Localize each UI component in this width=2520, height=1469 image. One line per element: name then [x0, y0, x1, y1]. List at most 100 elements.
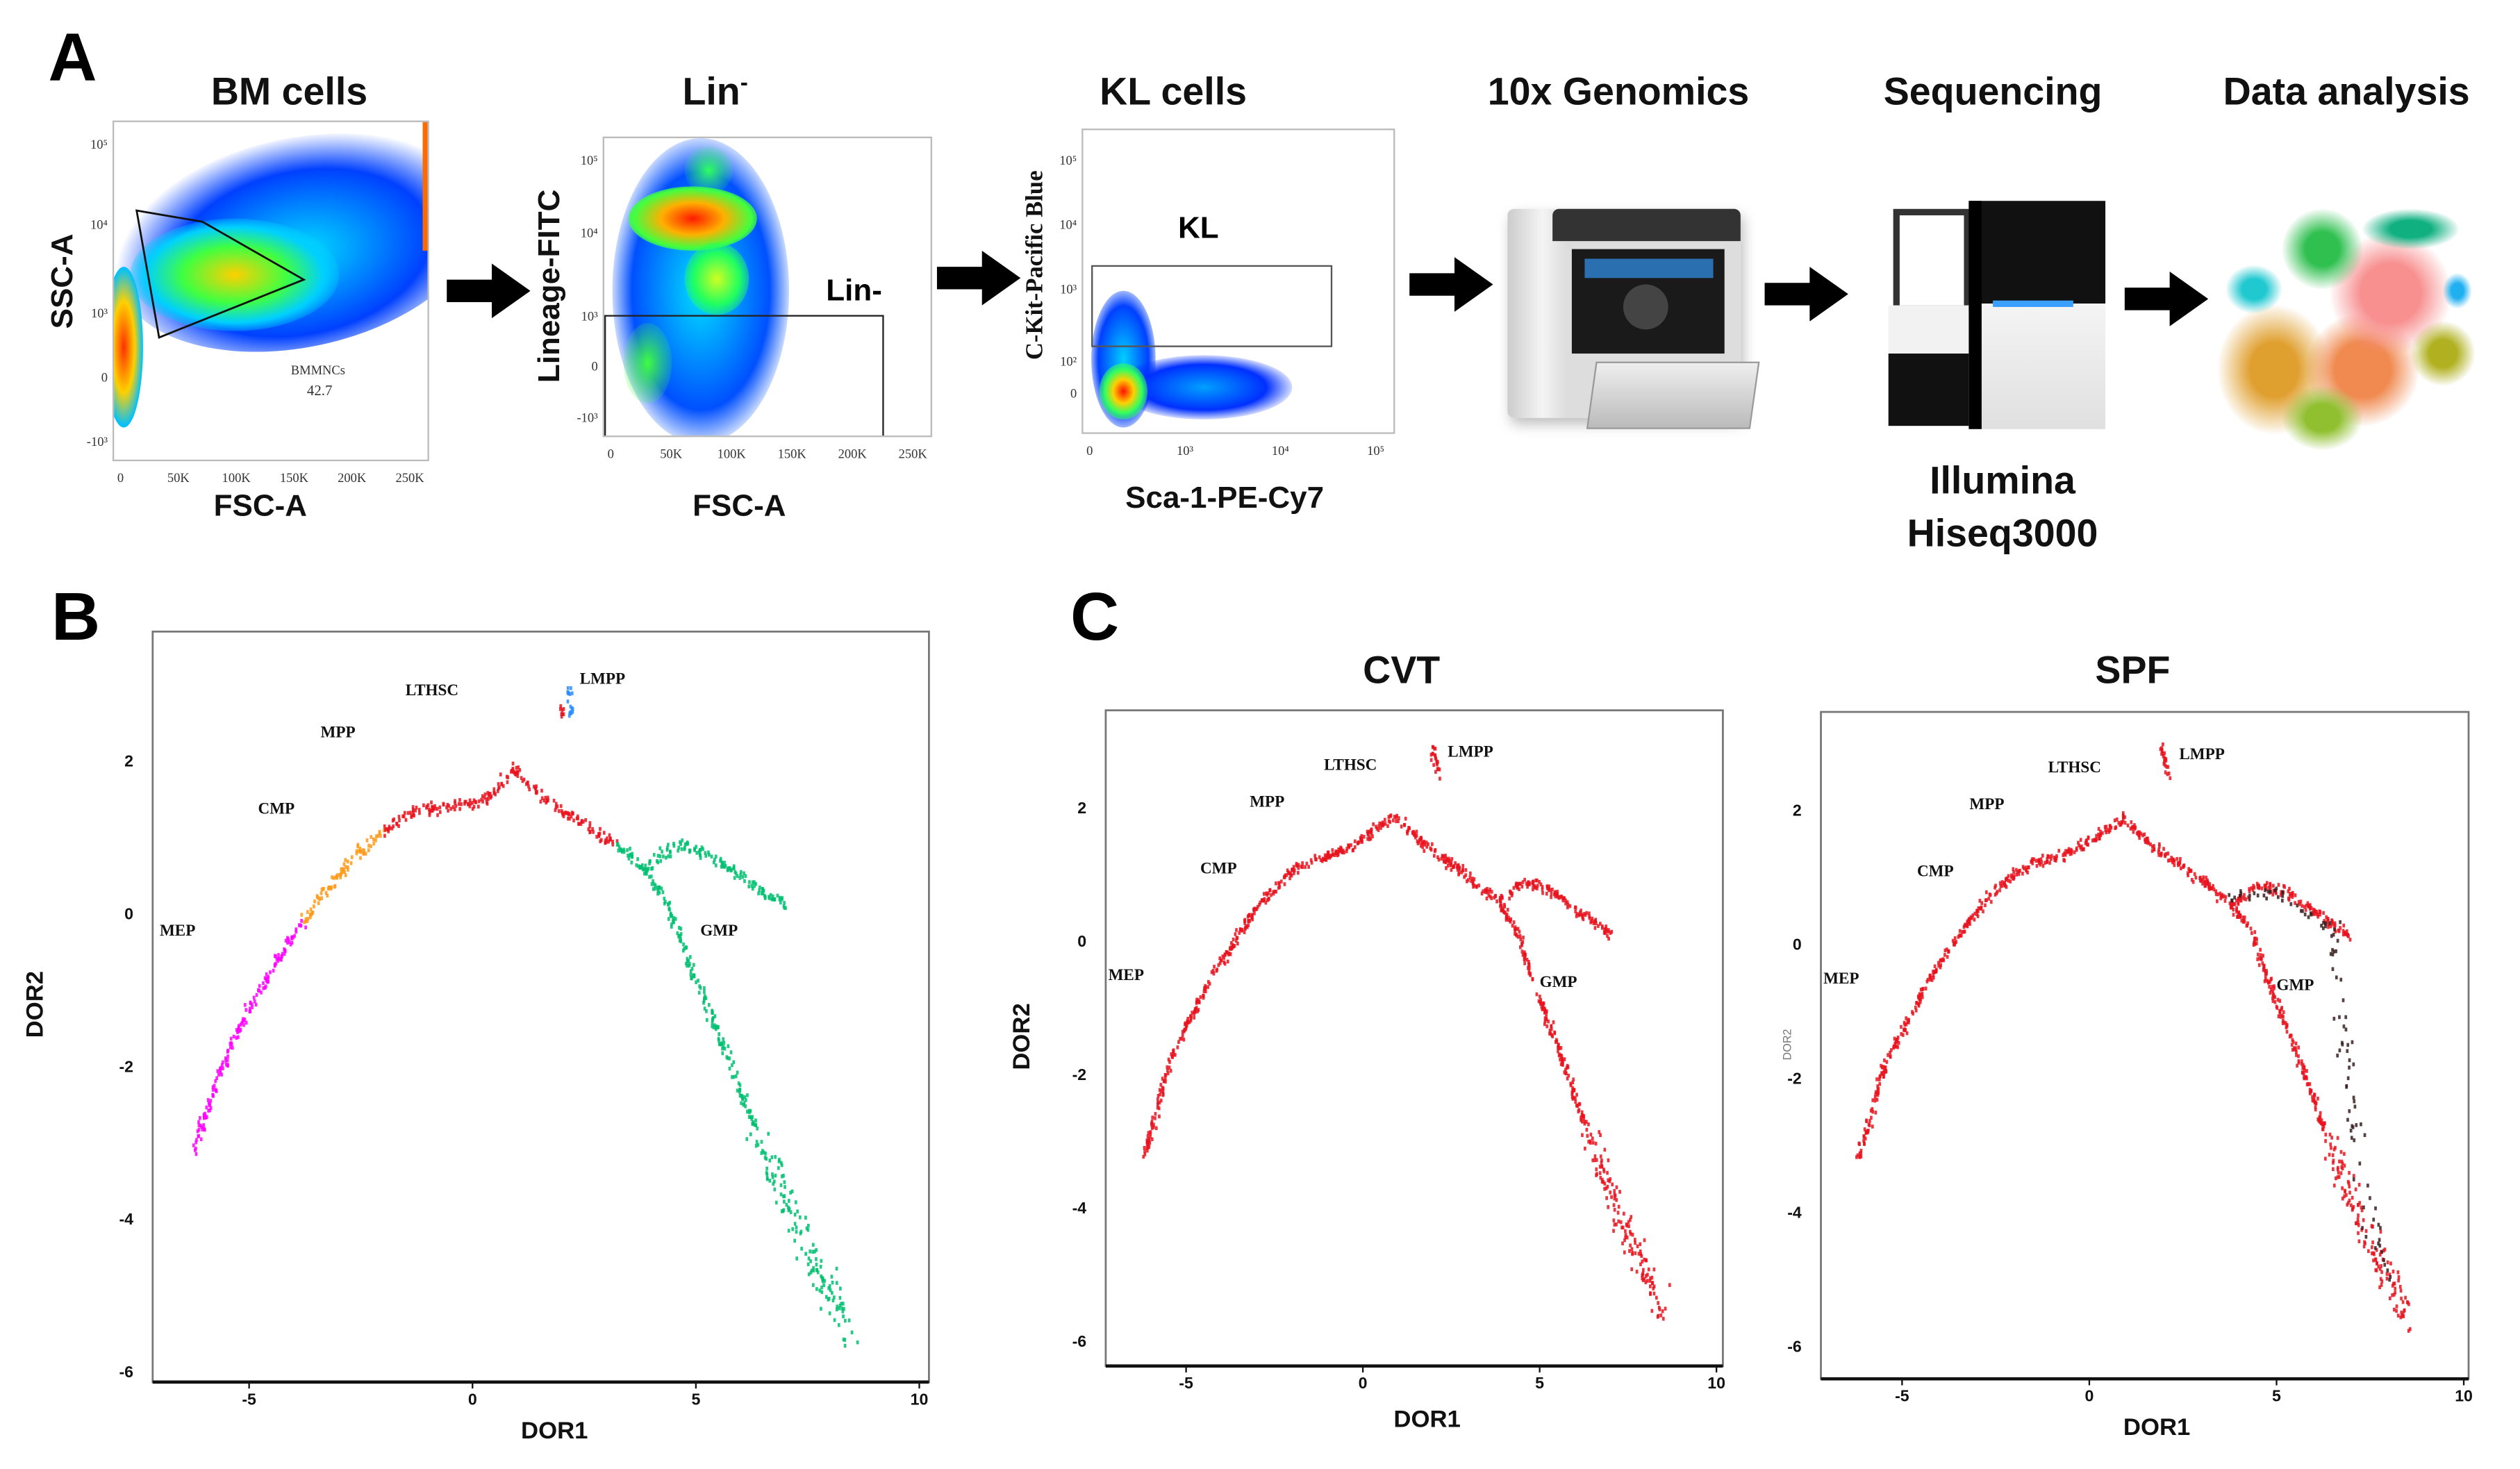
data-point: [1383, 818, 1386, 822]
data-point: [388, 824, 391, 829]
data-point: [2321, 926, 2325, 931]
data-point: [2031, 861, 2034, 865]
data-point: [1332, 852, 1334, 857]
data-point: [2375, 1247, 2378, 1252]
data-point: [344, 873, 347, 877]
data-point: [1889, 1054, 1892, 1059]
data-point: [771, 894, 774, 899]
data-point: [1152, 1125, 1155, 1129]
data-point: [511, 766, 515, 771]
gate-label-kl: KL: [1178, 212, 1219, 247]
data-point: [2378, 1243, 2382, 1248]
data-point: [2382, 1248, 2385, 1253]
data-point: [2201, 877, 2205, 882]
data-point: [1580, 1110, 1584, 1115]
data-point: [208, 1108, 212, 1113]
data-point: [2107, 830, 2111, 834]
data-point: [192, 1143, 195, 1147]
data-point: [1292, 871, 1295, 876]
data-point: [1543, 1019, 1547, 1024]
data-point: [2331, 967, 2335, 971]
data-point: [1876, 1084, 1880, 1088]
data-point: [2314, 1107, 2317, 1112]
data-point: [1217, 963, 1220, 968]
data-point: [2205, 875, 2208, 880]
data-point: [651, 866, 654, 870]
data-point: [1170, 1054, 1174, 1059]
data-point: [2403, 1308, 2406, 1313]
data-point: [1971, 913, 1975, 918]
cell-type-label: LTHSC: [1324, 756, 1377, 774]
data-point: [677, 848, 680, 853]
data-point: [1219, 958, 1222, 963]
data-point: [1629, 1218, 1632, 1222]
data-point: [344, 858, 347, 862]
flow-ytick-label: 10⁵: [580, 153, 598, 168]
data-point: [2294, 901, 2296, 905]
data-point: [604, 840, 607, 845]
data-point: [194, 1152, 198, 1156]
data-point: [2248, 897, 2251, 902]
data-point: [1168, 1065, 1171, 1070]
data-point: [1639, 1249, 1642, 1254]
data-point: [374, 838, 377, 843]
data-point: [304, 919, 307, 924]
flow-ytick-label: 0: [1070, 386, 1077, 401]
data-point: [1652, 1284, 1656, 1288]
data-point: [1648, 1279, 1652, 1283]
data-point: [481, 799, 484, 804]
data-point: [252, 995, 256, 1000]
data-point: [1547, 1019, 1550, 1024]
data-point: [652, 852, 656, 857]
data-point: [2348, 1198, 2351, 1203]
data-point: [274, 962, 276, 967]
gate-label-lin: Lin-: [826, 274, 882, 309]
data-point: [2075, 846, 2078, 851]
data-point: [1235, 936, 1238, 940]
data-point: [842, 1337, 845, 1342]
data-point: [1575, 912, 1579, 916]
data-point: [1512, 920, 1516, 924]
data-point: [2046, 854, 2050, 858]
data-point: [768, 1159, 772, 1163]
data-point: [2276, 997, 2280, 1002]
data-point: [2271, 893, 2275, 897]
data-point: [1623, 1211, 1625, 1216]
data-point: [1157, 1106, 1161, 1111]
data-point: [1564, 902, 1567, 906]
data-point: [2346, 1118, 2349, 1122]
data-point: [199, 1137, 203, 1142]
data-point: [1480, 891, 1484, 896]
data-point: [648, 874, 651, 879]
data-point: [2219, 891, 2222, 896]
data-point: [1212, 971, 1216, 976]
data-point: [2137, 833, 2141, 838]
x-tick-label: 10: [1707, 1374, 1725, 1392]
data-point: [265, 977, 268, 981]
data-point: [428, 811, 431, 815]
data-point: [1208, 981, 1211, 986]
data-point: [1964, 922, 1967, 927]
data-point: [1524, 953, 1527, 957]
data-point: [835, 1281, 838, 1285]
data-point: [804, 1252, 807, 1256]
data-point: [1384, 822, 1387, 826]
data-point: [2341, 929, 2345, 933]
data-point: [283, 949, 287, 954]
data-point: [2021, 865, 2025, 869]
data-point: [1500, 895, 1503, 900]
data-point: [274, 954, 277, 958]
data-point: [203, 1127, 206, 1132]
data-point: [1172, 1052, 1175, 1056]
data-point: [458, 798, 461, 802]
data-point: [765, 1156, 768, 1161]
data-point: [2404, 1295, 2407, 1300]
data-point: [1146, 1143, 1150, 1147]
data-point: [1566, 1077, 1569, 1081]
data-point: [1527, 962, 1530, 967]
data-point: [1252, 907, 1256, 912]
data-point: [1547, 888, 1550, 893]
data-point: [292, 935, 295, 940]
data-point: [1614, 1193, 1617, 1198]
data-point: [736, 874, 739, 879]
